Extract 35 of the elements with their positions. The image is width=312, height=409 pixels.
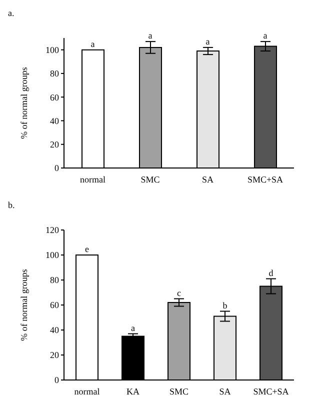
y-tick-label: 40 (50, 116, 60, 126)
y-tick-label: 0 (54, 375, 60, 386)
annotation: c (177, 288, 181, 298)
y-tick-label: 80 (50, 275, 60, 286)
y-tick-label: 60 (50, 92, 60, 102)
x-tick-label: SA (219, 386, 232, 396)
x-tick-label: SMC+SA (247, 174, 284, 184)
x-tick-label: SMC (169, 386, 189, 396)
annotation: a (263, 30, 268, 41)
y-tick-label: 60 (50, 300, 60, 310)
y-tick-label: 40 (50, 325, 60, 336)
x-tick-label: normal (80, 174, 106, 184)
y-axis-title: % of normal groups (19, 66, 30, 139)
annotation: a (148, 30, 152, 41)
annotation: a (206, 36, 210, 46)
y-tick-label: 80 (50, 68, 60, 79)
x-tick-label: KA (126, 386, 140, 396)
y-tick-label: 100 (46, 45, 60, 56)
y-tick-label: 0 (54, 163, 60, 174)
y-tick-label: 20 (50, 140, 60, 150)
annotation: a (90, 38, 95, 49)
x-tick-label: SMC (140, 174, 160, 184)
y-tick-label: 20 (50, 350, 60, 360)
annotation: e (85, 244, 89, 254)
annotation: a (131, 322, 135, 333)
y-tick-label: 120 (46, 225, 60, 236)
y-tick-label: 100 (46, 250, 60, 260)
x-tick-label: SA (202, 174, 214, 184)
annotation: b (222, 300, 228, 310)
y-axis-title: % of normal groups (19, 268, 30, 341)
annotation: d (268, 268, 274, 278)
x-tick-label: SMC+SA (253, 386, 290, 396)
chart-title: b. (8, 200, 15, 210)
x-tick-label: normal (74, 386, 100, 396)
chart-title: a. (8, 8, 14, 18)
